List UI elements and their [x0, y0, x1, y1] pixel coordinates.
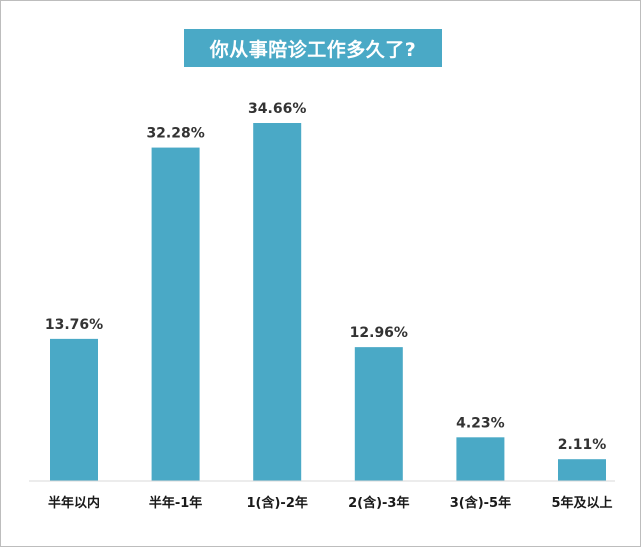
- bar-5: [558, 459, 606, 481]
- x-tick-label-0: 半年以内: [48, 495, 100, 511]
- value-label-4: 4.23%: [456, 415, 505, 431]
- value-label-2: 34.66%: [248, 101, 306, 117]
- x-tick-label-5: 5年及以上: [551, 495, 612, 511]
- value-label-5: 2.11%: [558, 437, 607, 453]
- value-label-1: 32.28%: [146, 126, 204, 142]
- bar-2: [253, 123, 302, 481]
- bars-layer: [50, 123, 606, 481]
- x-tick-labels-layer: 半年以内 半年-1年 1(含)-2年 2(含)-3年 3(含)-5年 5年及以上: [48, 495, 613, 511]
- bar-1: [151, 147, 200, 481]
- x-tick-label-3: 2(含)-3年: [348, 495, 409, 511]
- x-tick-label-1: 半年-1年: [149, 495, 202, 511]
- value-labels-layer: 13.76% 32.28% 34.66% 12.96% 4.23% 2.11%: [45, 101, 606, 453]
- chart-title: 你从事陪诊工作多久了?: [184, 29, 442, 67]
- x-tick-label-2: 1(含)-2年: [247, 495, 308, 511]
- bar-4: [456, 437, 505, 481]
- bar-3: [354, 347, 403, 481]
- value-label-3: 12.96%: [350, 325, 408, 341]
- bar-0: [50, 338, 98, 481]
- x-tick-label-4: 3(含)-5年: [450, 495, 511, 511]
- value-label-0: 13.76%: [45, 317, 103, 333]
